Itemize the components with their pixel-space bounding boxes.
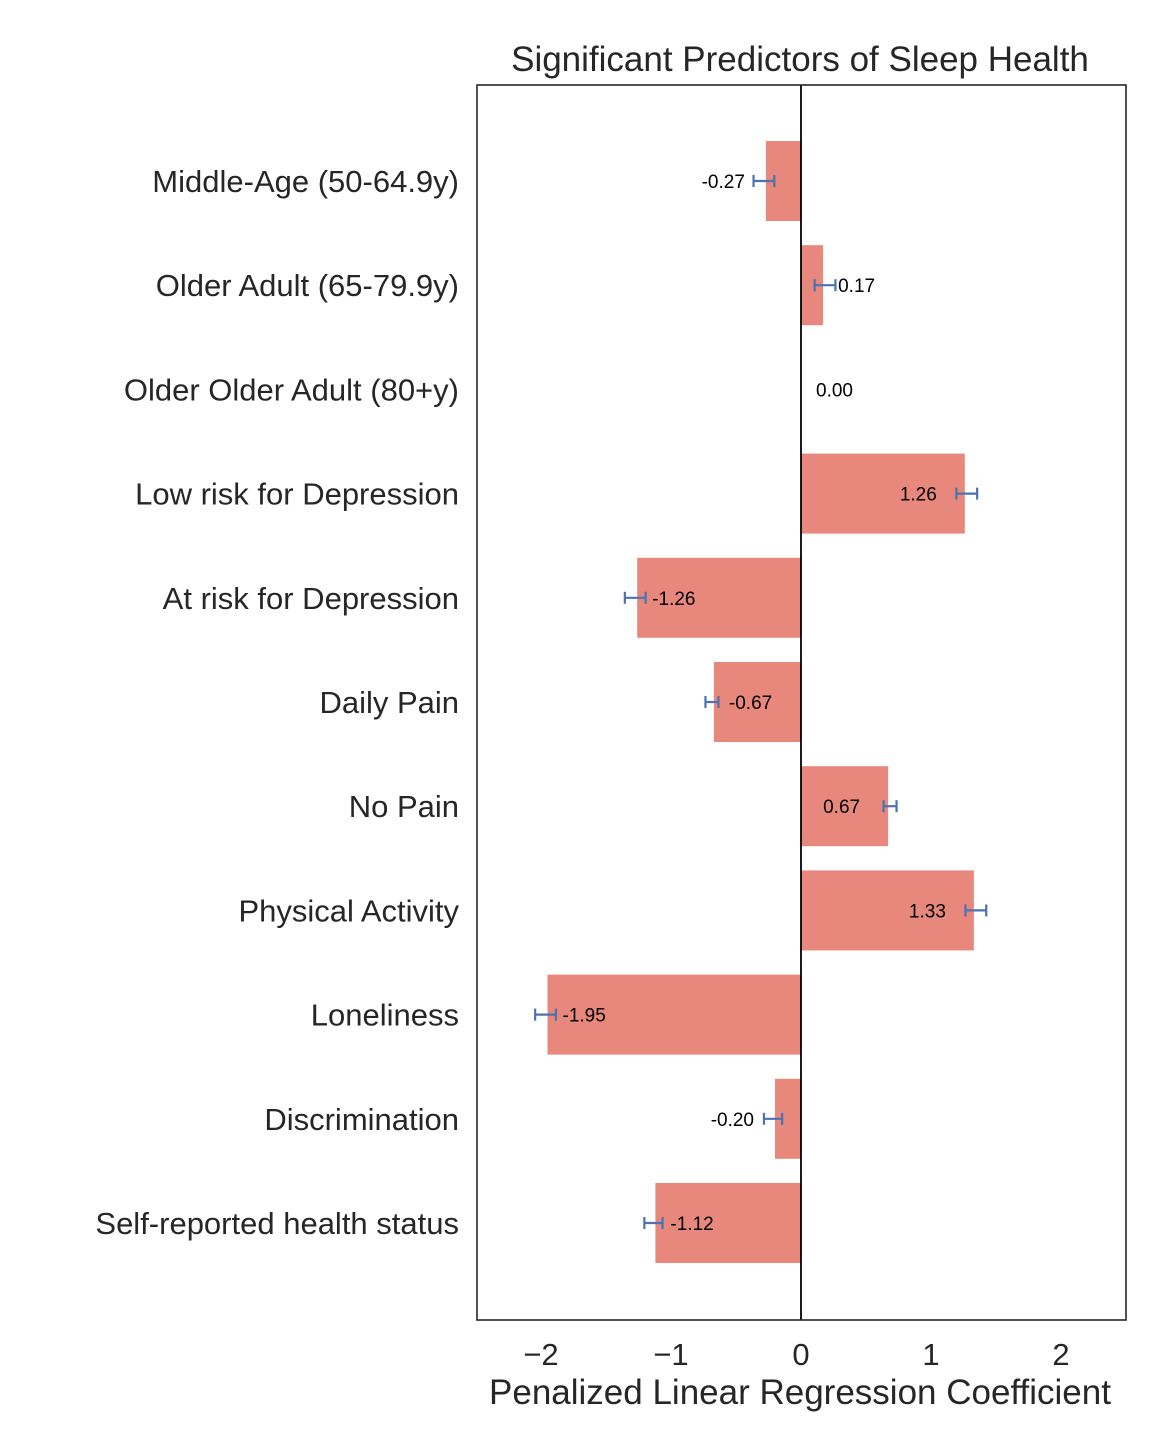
error-bar — [762, 1112, 784, 1125]
value-label: 1.33 — [909, 901, 946, 922]
category-label: No Pain — [349, 789, 459, 824]
x-tick-label: −1 — [653, 1337, 688, 1372]
bar — [713, 662, 801, 742]
x-tick-label: 1 — [922, 1337, 939, 1372]
value-label: -0.27 — [702, 172, 745, 193]
category-label: Physical Activity — [238, 893, 459, 928]
value-label: -1.12 — [670, 1214, 713, 1235]
bar — [655, 1183, 801, 1263]
value-label: 0.67 — [823, 797, 860, 818]
x-tick-label: 2 — [1052, 1337, 1069, 1372]
x-tick-label: −2 — [523, 1337, 558, 1372]
category-label: Low risk for Depression — [135, 477, 459, 512]
error-bar — [704, 696, 720, 708]
chart-title: Significant Predictors of Sleep Health — [511, 40, 1089, 79]
bar — [547, 974, 801, 1055]
category-label: Daily Pain — [319, 685, 459, 720]
error-bar — [752, 175, 776, 187]
bar — [801, 766, 889, 847]
category-label: Self-reported health status — [95, 1206, 459, 1241]
value-label: -1.26 — [652, 589, 695, 610]
value-labels: -0.27 0.17 0.00 1.26 -1.26 -0.67 0.67 1.33 -1.95… — [563, 172, 946, 1235]
category-label: Loneliness — [311, 998, 459, 1033]
bar — [637, 557, 801, 638]
error-bar — [955, 487, 979, 500]
error-bar — [882, 800, 898, 813]
error-bars — [534, 175, 988, 1229]
category-label: Discrimination — [264, 1102, 459, 1137]
x-tick-label: 0 — [792, 1337, 809, 1372]
value-label: 0.00 — [816, 380, 853, 401]
plot-frame — [476, 84, 1127, 1321]
value-label: -1.95 — [563, 1006, 606, 1027]
bar — [801, 245, 824, 326]
error-bar — [813, 279, 837, 292]
value-label: 0.17 — [838, 276, 875, 297]
category-label: Middle-Age (50-64.9y) — [152, 164, 459, 199]
category-label: Older Adult (65-79.9y) — [156, 268, 459, 303]
error-bar — [964, 904, 988, 917]
bar — [801, 453, 965, 534]
value-label: 1.26 — [900, 485, 937, 506]
category-label: Older Older Adult (80+y) — [124, 372, 459, 407]
x-ticks: −2 −1 0 1 2 — [523, 1337, 1069, 1372]
x-axis-label: Penalized Linear Regression Coefficient — [489, 1373, 1111, 1412]
value-label: -0.20 — [711, 1110, 754, 1131]
error-bar — [534, 1008, 558, 1021]
error-bar — [643, 1217, 664, 1229]
category-label: At risk for Depression — [163, 581, 459, 616]
bars — [547, 141, 974, 1263]
category-labels: Middle-Age (50-64.9y) Older Adult (65-79.… — [95, 164, 459, 1241]
bar — [801, 870, 974, 951]
value-label: -0.67 — [729, 693, 772, 714]
error-bar — [623, 591, 647, 604]
